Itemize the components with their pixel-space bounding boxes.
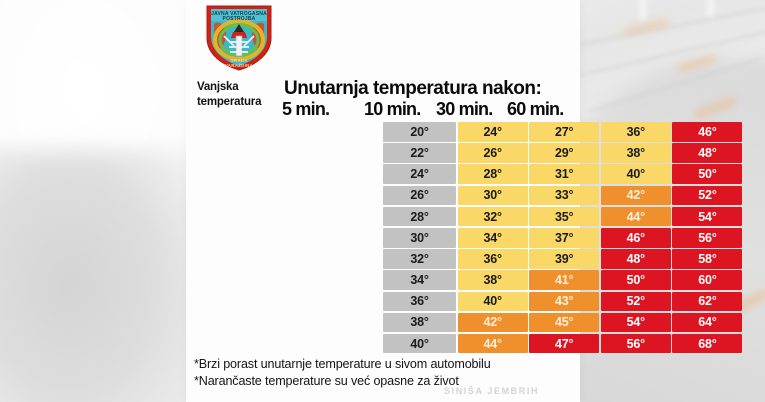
inside-temperature-cell: 60° — [672, 270, 743, 290]
inside-temperature-cell: 50° — [672, 164, 743, 184]
table-row: 28° 32° 35° 44° 54° — [383, 206, 743, 227]
inside-temperature-cell: 62° — [672, 291, 743, 312]
footnote-2: *Narančaste temperature su već opasne za… — [194, 373, 459, 388]
table-header: Vanjska temperatura Unutarnja temperatur… — [196, 78, 570, 120]
inside-temperature-cell: 68° — [672, 333, 743, 354]
inside-temperature-cell: 46° — [600, 227, 671, 248]
fire-brigade-shield-emblem: JAVNA VATROGASNA POSTROJBA GRADA VARAŽDI… — [200, 2, 278, 72]
inside-temperature-cell: 36° — [600, 122, 671, 142]
inside-temperature-cell: 41° — [529, 270, 600, 290]
time-header-10min: 10 min. — [364, 99, 421, 119]
inside-temperature-cell: 45° — [529, 312, 600, 333]
inside-temperature-cell: 37° — [529, 227, 600, 248]
outside-temperature-cell: 34° — [383, 270, 456, 290]
time-header-5min: 5 min. — [282, 99, 330, 119]
inside-temperature-cell: 40° — [457, 291, 528, 312]
inside-temperature-cell: 40° — [600, 164, 671, 184]
inside-temperature-title: Unutarnja temperatura nakon: — [284, 78, 542, 99]
outside-temperature-cell: 38° — [383, 312, 456, 333]
poster-card: JAVNA VATROGASNA POSTROJBA GRADA VARAŽDI… — [186, 0, 743, 402]
inside-temperature-cell: 56° — [600, 333, 671, 354]
temperature-heatmap-table: 20° 24° 27° 36° 46° 22° 26° 29° 38° 48° 24° 28° 31° 4… — [383, 122, 743, 355]
inside-temperature-cell: 35° — [529, 206, 600, 227]
table-row: 40° 44° 47° 56° 68° — [383, 333, 743, 354]
time-header-60min: 60 min. — [507, 99, 564, 119]
background-pole — [708, 0, 713, 18]
inside-temperature-cell: 44° — [600, 206, 671, 227]
inside-temperature-cell: 54° — [672, 206, 743, 227]
inside-temperature-cell: 48° — [672, 143, 743, 163]
outside-temperature-cell: 20° — [383, 122, 456, 142]
inside-temperature-cell: 54° — [600, 312, 671, 333]
outside-temperature-cell: 24° — [383, 164, 456, 184]
inside-temperature-cell: 52° — [600, 291, 671, 312]
inside-temperature-cell: 26° — [457, 143, 528, 163]
background-left-shadow — [0, 150, 200, 402]
inside-temperature-cell: 28° — [457, 164, 528, 184]
inside-temperature-cell: 48° — [600, 249, 671, 269]
watermark: SINIŠA JEMBRIH — [444, 386, 540, 396]
inside-temperature-cell: 42° — [457, 312, 528, 333]
inside-temperature-cell: 42° — [600, 185, 671, 206]
table-row: 36° 40° 43° 52° 62° — [383, 291, 743, 312]
inside-temperature-cell: 50° — [600, 270, 671, 290]
table-row: 30° 34° 37° 46° 56° — [383, 227, 743, 248]
outside-temperature-label-line1: Vanjska — [197, 81, 239, 93]
time-header-30min: 30 min. — [436, 99, 493, 119]
table-row: 38° 42° 45° 54° 64° — [383, 312, 743, 333]
inside-temperature-cell: 33° — [529, 185, 600, 206]
table-row: 34° 38° 41° 50° 60° — [383, 270, 743, 290]
inside-temperature-cell: 30° — [457, 185, 528, 206]
table-row: 20° 24° 27° 36° 46° — [383, 122, 743, 142]
inside-temperature-cell: 34° — [457, 227, 528, 248]
outside-temperature-label: Vanjska temperatura — [197, 80, 281, 110]
outside-temperature-cell: 30° — [383, 227, 456, 248]
inside-temperature-cell: 44° — [457, 333, 528, 354]
table-row: 32° 36° 39° 48° 58° — [383, 249, 743, 269]
inside-temperature-cell: 58° — [672, 249, 743, 269]
outside-temperature-cell: 36° — [383, 291, 456, 312]
outside-temperature-cell: 22° — [383, 143, 456, 163]
svg-text:JAVNA VATROGASNA: JAVNA VATROGASNA — [211, 11, 267, 17]
inside-temperature-cell: 31° — [529, 164, 600, 184]
inside-temperature-cell: 36° — [457, 249, 528, 269]
svg-text:POSTROJBA: POSTROJBA — [223, 16, 256, 22]
outside-temperature-cell: 28° — [383, 206, 456, 227]
outside-temperature-cell: 32° — [383, 249, 456, 269]
inside-temperature-cell: 52° — [672, 185, 743, 206]
inside-temperature-cell: 27° — [529, 122, 600, 142]
inside-temperature-cell: 29° — [529, 143, 600, 163]
inside-temperature-cell: 46° — [672, 122, 743, 142]
time-column-headers: 5 min. 10 min. 30 min. 60 min. — [282, 99, 572, 121]
table-row: 26° 30° 33° 42° 52° — [383, 185, 743, 206]
inside-temperature-cell: 38° — [600, 143, 671, 163]
background-pole — [640, 0, 645, 20]
table-row: 22° 26° 29° 38° 48° — [383, 143, 743, 163]
table-row: 24° 28° 31° 40° 50° — [383, 164, 743, 184]
svg-text:GRADA: GRADA — [230, 58, 248, 63]
inside-temperature-cell: 38° — [457, 270, 528, 290]
inside-temperature-cell: 43° — [529, 291, 600, 312]
inside-temperature-cell: 56° — [672, 227, 743, 248]
inside-temperature-cell: 24° — [457, 122, 528, 142]
footnote-1: *Brzi porast unutarnje temperature u siv… — [194, 357, 491, 371]
footnotes: *Brzi porast unutarnje temperature u siv… — [194, 356, 574, 389]
outside-temperature-cell: 40° — [383, 333, 456, 354]
inside-temperature-cell: 39° — [529, 249, 600, 269]
inside-temperature-cell: 64° — [672, 312, 743, 333]
outside-temperature-cell: 26° — [383, 185, 456, 206]
inside-temperature-cell: 47° — [529, 333, 600, 354]
inside-temperature-cell: 32° — [457, 206, 528, 227]
outside-temperature-label-line2: temperatura — [197, 96, 262, 108]
svg-text:VARAŽDINA: VARAŽDINA — [225, 63, 254, 68]
